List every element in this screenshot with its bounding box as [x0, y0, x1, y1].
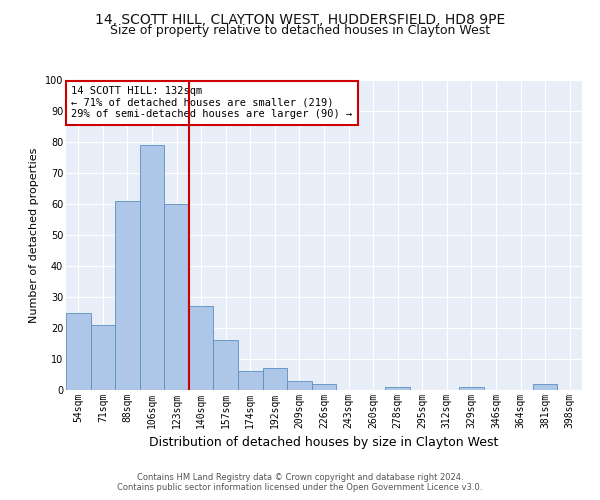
Bar — [385, 387, 410, 390]
Bar — [66, 312, 91, 390]
Bar — [263, 368, 287, 390]
Text: 14, SCOTT HILL, CLAYTON WEST, HUDDERSFIELD, HD8 9PE: 14, SCOTT HILL, CLAYTON WEST, HUDDERSFIE… — [95, 12, 505, 26]
Bar — [115, 201, 140, 390]
Bar — [164, 204, 189, 390]
Bar — [287, 380, 312, 390]
Bar — [459, 387, 484, 390]
Bar — [189, 306, 214, 390]
Bar — [140, 145, 164, 390]
Bar — [312, 384, 336, 390]
Y-axis label: Number of detached properties: Number of detached properties — [29, 148, 39, 322]
Text: Size of property relative to detached houses in Clayton West: Size of property relative to detached ho… — [110, 24, 490, 37]
Bar — [533, 384, 557, 390]
Bar — [214, 340, 238, 390]
Text: 14 SCOTT HILL: 132sqm
← 71% of detached houses are smaller (219)
29% of semi-det: 14 SCOTT HILL: 132sqm ← 71% of detached … — [71, 86, 352, 120]
Text: Contains HM Land Registry data © Crown copyright and database right 2024.: Contains HM Land Registry data © Crown c… — [137, 474, 463, 482]
Bar — [91, 325, 115, 390]
Text: Contains public sector information licensed under the Open Government Licence v3: Contains public sector information licen… — [118, 484, 482, 492]
X-axis label: Distribution of detached houses by size in Clayton West: Distribution of detached houses by size … — [149, 436, 499, 450]
Bar — [238, 372, 263, 390]
